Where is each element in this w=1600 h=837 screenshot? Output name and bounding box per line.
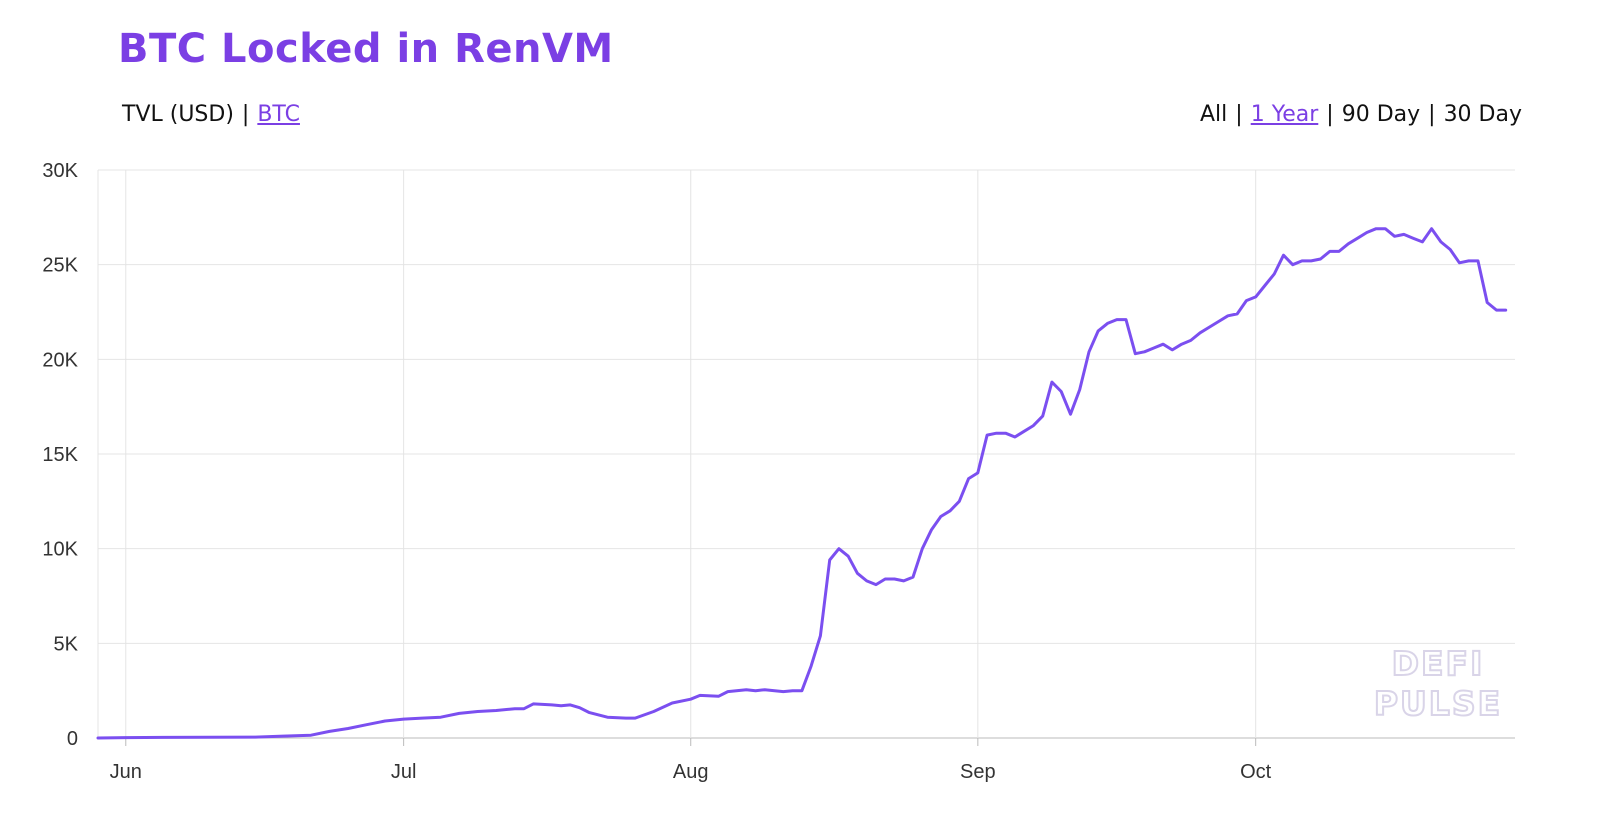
y-tick-label: 15K	[42, 444, 78, 466]
chart-axes: 0 5K 10K 15K 20K 25K 30K Jun Jul Aug Sep Oct	[42, 160, 1271, 783]
defi-pulse-watermark: DEFI PULSE	[1373, 643, 1502, 724]
range-toggle-90-day[interactable]: 90 Day	[1341, 102, 1421, 127]
range-toggle-1-year[interactable]: 1 Year	[1250, 102, 1319, 127]
unit-toggle-separator: |	[241, 102, 250, 127]
watermark-line-2: PULSE	[1374, 684, 1502, 723]
y-tick-label: 10K	[42, 539, 78, 561]
y-tick-label: 30K	[42, 160, 78, 182]
unit-toggle-btc[interactable]: BTC	[257, 102, 300, 127]
unit-toggle-tvl-usd[interactable]: TVL (USD)	[122, 102, 234, 127]
x-tick-label: Sep	[960, 761, 996, 783]
y-tick-label: 25K	[42, 255, 78, 277]
range-toggle: All | 1 Year | 90 Day | 30 Day	[1200, 102, 1522, 127]
y-tick-label: 20K	[42, 349, 78, 371]
range-toggle-all[interactable]: All	[1200, 102, 1228, 127]
x-tick-label: Jun	[110, 761, 142, 783]
x-tick-label: Aug	[673, 761, 709, 783]
chart-series	[96, 227, 1508, 740]
range-toggle-separator: |	[1428, 102, 1436, 127]
chart-title: BTC Locked in RenVM	[118, 26, 614, 72]
y-tick-label: 5K	[54, 633, 79, 655]
y-tick-label: 0	[67, 728, 78, 750]
watermark-line-1: DEFI	[1392, 644, 1485, 683]
range-toggle-separator: |	[1326, 102, 1334, 127]
range-toggle-30-day[interactable]: 30 Day	[1443, 102, 1522, 127]
x-tick-label: Jul	[391, 761, 417, 783]
series-line	[96, 227, 1508, 740]
range-toggle-separator: |	[1235, 102, 1243, 127]
x-tick-label: Oct	[1240, 761, 1272, 783]
unit-toggle: TVL (USD) | BTC	[122, 102, 300, 127]
chart-grid	[97, 169, 1515, 739]
